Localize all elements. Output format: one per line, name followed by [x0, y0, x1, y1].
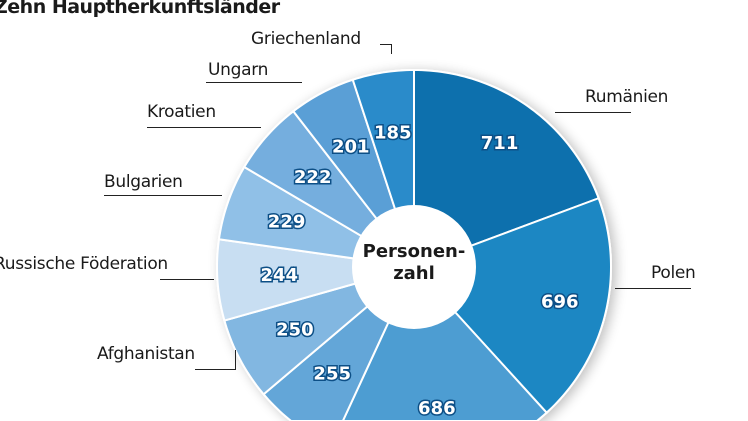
value-label: 229 — [268, 211, 306, 232]
slice-rumänien — [413, 68, 600, 269]
chart-title: Zehn Hauptherkunftsländer — [0, 0, 280, 18]
value-label: 185 — [374, 123, 412, 144]
leader-line — [380, 44, 392, 45]
donut-hole — [352, 205, 476, 329]
leader-line — [391, 44, 392, 54]
center-label-line1: Personen- — [363, 241, 466, 262]
leader-line — [195, 369, 236, 370]
value-label: 201 — [332, 137, 370, 158]
leader-line — [235, 350, 236, 370]
leader-line — [160, 279, 214, 280]
label-griechenland: Griechenland — [251, 29, 361, 49]
slice-russische-föderation — [215, 238, 415, 322]
label-russische-foederation: Russische Föderation — [0, 254, 168, 274]
leader-line — [615, 288, 691, 289]
value-label: 255 — [313, 363, 351, 384]
leader-line — [104, 195, 222, 196]
leader-line — [206, 82, 302, 83]
leader-line — [147, 127, 261, 128]
label-polen: Polen — [651, 263, 696, 283]
value-label: 686 — [418, 398, 456, 419]
center-label-line2: zahl — [393, 263, 435, 284]
value-label: 711 — [481, 133, 519, 154]
label-kroatien: Kroatien — [147, 102, 216, 122]
value-label: 222 — [294, 167, 332, 188]
leader-line — [555, 112, 631, 113]
label-rumaenien: Rumänien — [585, 87, 669, 107]
value-label: 250 — [276, 319, 314, 340]
label-afghanistan: Afghanistan — [97, 344, 195, 364]
value-label: 696 — [541, 291, 579, 312]
value-label: 244 — [261, 265, 299, 286]
label-bulgarien: Bulgarien — [104, 172, 183, 192]
label-ungarn: Ungarn — [208, 60, 269, 80]
slice-unlabeled — [341, 265, 549, 421]
